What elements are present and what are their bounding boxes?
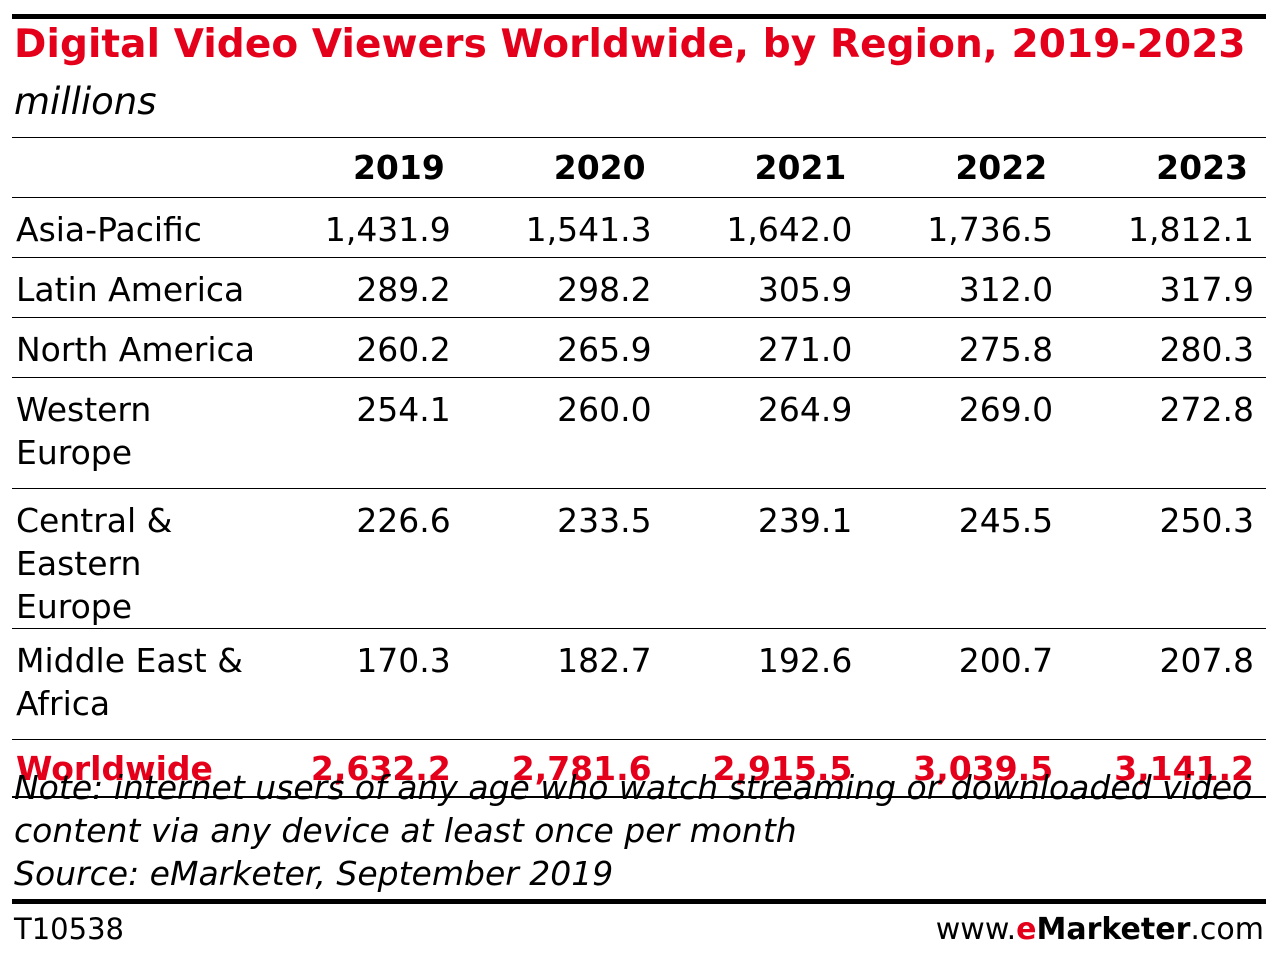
region-label: Middle East & Africa	[12, 628, 262, 740]
value-cell: 272.8	[1065, 377, 1266, 489]
chart-subtitle: millions	[14, 80, 157, 123]
table-row: North America 260.2 265.9 271.0 275.8 28…	[12, 317, 1266, 378]
region-label: Latin America	[12, 257, 262, 318]
header-row: 2019 2020 2021 2022 2023	[12, 137, 1266, 198]
value-cell: 233.5	[462, 488, 664, 629]
region-label: Central & Eastern Europe	[12, 488, 262, 629]
value-cell: 192.6	[663, 628, 865, 740]
data-table: 2019 2020 2021 2022 2023 Asia-Pacific 1,…	[12, 137, 1266, 798]
total-value-cell: 2,915.5	[663, 739, 865, 798]
value-cell: 254.1	[262, 377, 463, 489]
value-cell: 239.1	[663, 488, 865, 629]
value-cell: 269.0	[864, 377, 1066, 489]
region-label: North America	[12, 317, 262, 378]
value-cell: 1,431.9	[262, 197, 463, 258]
brand-suffix: .com	[1190, 912, 1264, 947]
year-header: 2019	[262, 137, 463, 198]
table-id: T10538	[14, 912, 124, 946]
brand-prefix: www.	[935, 912, 1017, 947]
value-cell: 245.5	[864, 488, 1066, 629]
table-row: Central & Eastern Europe 226.6 233.5 239…	[12, 488, 1266, 629]
table-row: Asia-Pacific 1,431.9 1,541.3 1,642.0 1,7…	[12, 197, 1266, 258]
note-block: Note: internet users of any age who watc…	[14, 766, 1264, 895]
value-cell: 250.3	[1065, 488, 1266, 629]
brand-e: e	[1016, 912, 1037, 947]
value-cell: 226.6	[262, 488, 463, 629]
table-row: Middle East & Africa 170.3 182.7 192.6 2…	[12, 628, 1266, 740]
region-label: Western Europe	[12, 377, 262, 489]
top-rule	[12, 14, 1266, 19]
year-header: 2021	[663, 137, 865, 198]
total-label: Worldwide	[12, 739, 262, 798]
value-cell: 1,541.3	[462, 197, 664, 258]
source-text: Source: eMarketer, September 2019	[14, 854, 614, 893]
value-cell: 305.9	[663, 257, 865, 318]
header-label-cell	[12, 137, 262, 198]
value-cell: 182.7	[462, 628, 664, 740]
chart-title: Digital Video Viewers Worldwide, by Regi…	[14, 22, 1246, 67]
year-header: 2020	[462, 137, 664, 198]
value-cell: 207.8	[1065, 628, 1266, 740]
total-value-cell: 2,781.6	[462, 739, 664, 798]
value-cell: 264.9	[663, 377, 865, 489]
note-text: Note: internet users of any age who watc…	[14, 768, 1253, 850]
value-cell: 280.3	[1065, 317, 1266, 378]
region-label: Asia-Pacific	[12, 197, 262, 258]
value-cell: 271.0	[663, 317, 865, 378]
brand-name: Marketer	[1036, 912, 1191, 947]
year-header: 2022	[864, 137, 1066, 198]
value-cell: 1,812.1	[1065, 197, 1266, 258]
table-row: Latin America 289.2 298.2 305.9 312.0 31…	[12, 257, 1266, 318]
value-cell: 317.9	[1065, 257, 1266, 318]
value-cell: 1,736.5	[864, 197, 1066, 258]
value-cell: 312.0	[864, 257, 1066, 318]
total-value-cell: 3,039.5	[864, 739, 1066, 798]
value-cell: 298.2	[462, 257, 664, 318]
total-row: Worldwide 2,632.2 2,781.6 2,915.5 3,039.…	[12, 739, 1266, 798]
value-cell: 289.2	[262, 257, 463, 318]
year-header: 2023	[1065, 137, 1266, 198]
value-cell: 265.9	[462, 317, 664, 378]
data-table-container: 2019 2020 2021 2022 2023 Asia-Pacific 1,…	[12, 137, 1266, 798]
table-row: Western Europe 254.1 260.0 264.9 269.0 2…	[12, 377, 1266, 489]
total-value-cell: 3,141.2	[1065, 739, 1266, 798]
value-cell: 260.0	[462, 377, 664, 489]
brand-url: www.eMarketer.com	[936, 912, 1264, 947]
value-cell: 200.7	[864, 628, 1066, 740]
value-cell: 170.3	[262, 628, 463, 740]
value-cell: 260.2	[262, 317, 463, 378]
total-value-cell: 2,632.2	[262, 739, 463, 798]
value-cell: 1,642.0	[663, 197, 865, 258]
value-cell: 275.8	[864, 317, 1066, 378]
bottom-rule	[12, 899, 1266, 904]
